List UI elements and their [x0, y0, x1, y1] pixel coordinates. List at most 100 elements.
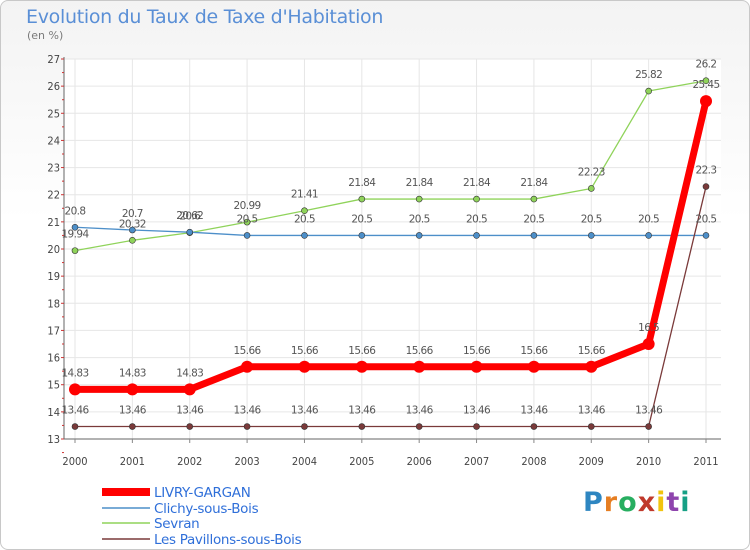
- x-tick-label: 2005: [349, 455, 374, 468]
- data-label: 21.84: [348, 177, 376, 189]
- data-point: [642, 338, 655, 350]
- data-label: 20.5: [581, 213, 602, 225]
- data-point: [415, 423, 423, 430]
- y-tick-label: 26: [47, 80, 60, 93]
- data-point: [700, 95, 712, 108]
- data-point: [645, 423, 652, 430]
- data-label: 15.66: [520, 345, 548, 357]
- x-tick-label: 2009: [579, 455, 604, 468]
- data-label: 14.83: [119, 367, 146, 379]
- data-point: [358, 195, 366, 203]
- data-label: 20.5: [466, 213, 487, 225]
- data-label: 15.66: [463, 345, 491, 357]
- data-label: 22.3: [696, 165, 717, 177]
- data-point: [243, 423, 251, 430]
- data-point: [243, 218, 251, 226]
- series-line: [74, 80, 707, 252]
- data-label: 21.84: [406, 177, 434, 189]
- data-label: 13.46: [463, 405, 491, 417]
- data-point: [69, 383, 81, 396]
- y-tick-label: 27: [47, 53, 60, 66]
- x-tick-label: 2002: [177, 455, 202, 468]
- logo-letter: r: [603, 487, 619, 518]
- y-tick-label: 20: [47, 243, 60, 256]
- data-label: 13.46: [520, 405, 548, 417]
- data-label: 14.83: [176, 367, 203, 379]
- x-tick-label: 2004: [292, 455, 317, 468]
- data-point: [473, 195, 480, 203]
- data-point: [243, 232, 251, 239]
- logo-letter: t: [666, 487, 681, 518]
- data-point: [702, 77, 710, 85]
- data-label: 20.5: [409, 213, 430, 225]
- logo-letter: P: [583, 487, 604, 518]
- data-point: [71, 223, 79, 231]
- data-label: 20.7: [122, 208, 143, 220]
- data-point: [129, 237, 136, 244]
- y-tick-label: 16: [47, 352, 60, 365]
- data-point: [71, 423, 79, 430]
- data-label: 20.99: [234, 200, 261, 212]
- logo-letter: i: [656, 487, 667, 518]
- data-point: [530, 423, 538, 430]
- y-tick-label: 22: [47, 189, 60, 202]
- data-point: [358, 232, 366, 239]
- data-point: [186, 423, 194, 430]
- logo-letter: i: [680, 487, 691, 518]
- y-tick-label: 14: [47, 406, 60, 419]
- data-point: [413, 360, 426, 373]
- data-point: [129, 226, 136, 234]
- data-label: 13.46: [61, 405, 89, 417]
- y-tick-label: 17: [47, 324, 60, 337]
- data-point: [298, 360, 311, 373]
- x-tick-label: 2001: [120, 455, 145, 468]
- data-label: 13.46: [176, 405, 204, 417]
- y-tick-label: 18: [47, 297, 60, 310]
- data-point: [301, 232, 308, 239]
- logo-letter: x: [637, 487, 657, 518]
- chart-subtitle: (en %): [27, 29, 64, 42]
- x-tick-label: 2007: [464, 455, 489, 468]
- data-point: [527, 360, 540, 373]
- data-label: 22.23: [578, 166, 605, 178]
- proxiti-logo: Proxiti: [583, 487, 691, 518]
- data-label: 25.82: [635, 69, 662, 81]
- legend-label: Les Pavillons-sous-Bois: [154, 532, 302, 548]
- series-line: [75, 100, 710, 393]
- data-label: 20.5: [696, 213, 717, 225]
- y-tick-label: 23: [47, 162, 60, 175]
- series-line: [74, 226, 706, 237]
- data-label: 19.94: [61, 229, 89, 241]
- data-label: 20.5: [523, 213, 544, 225]
- legend-label: Clichy-sous-Bois: [154, 501, 259, 517]
- series-livry-gargan: [69, 95, 712, 396]
- data-point: [587, 423, 595, 430]
- data-point: [587, 185, 595, 192]
- y-tick-label: 21: [47, 216, 60, 229]
- data-point: [585, 360, 598, 373]
- series-sevran: [71, 77, 710, 254]
- data-point: [241, 360, 254, 373]
- series-les-pavillons-sous-bois: [71, 183, 710, 430]
- data-point: [301, 423, 308, 430]
- x-tick-label: 2003: [234, 455, 259, 468]
- data-label: 13.46: [291, 405, 319, 417]
- data-label: 13.46: [578, 405, 606, 417]
- data-point: [415, 232, 423, 239]
- logo-letter: o: [618, 487, 638, 518]
- data-label: 13.46: [348, 405, 376, 417]
- data-label: 20.6: [179, 211, 201, 223]
- data-label: 16.5: [638, 322, 659, 334]
- data-point: [126, 383, 139, 396]
- legend-label: Sevran: [154, 516, 199, 532]
- x-tick-label: 2008: [521, 455, 546, 468]
- data-point: [355, 360, 368, 373]
- data-point: [473, 232, 480, 239]
- data-point: [530, 232, 538, 239]
- data-label: 21.84: [520, 177, 548, 189]
- data-point: [415, 195, 423, 203]
- data-point: [587, 232, 595, 239]
- data-label: 13.46: [119, 405, 147, 417]
- data-label: 15.66: [406, 345, 434, 357]
